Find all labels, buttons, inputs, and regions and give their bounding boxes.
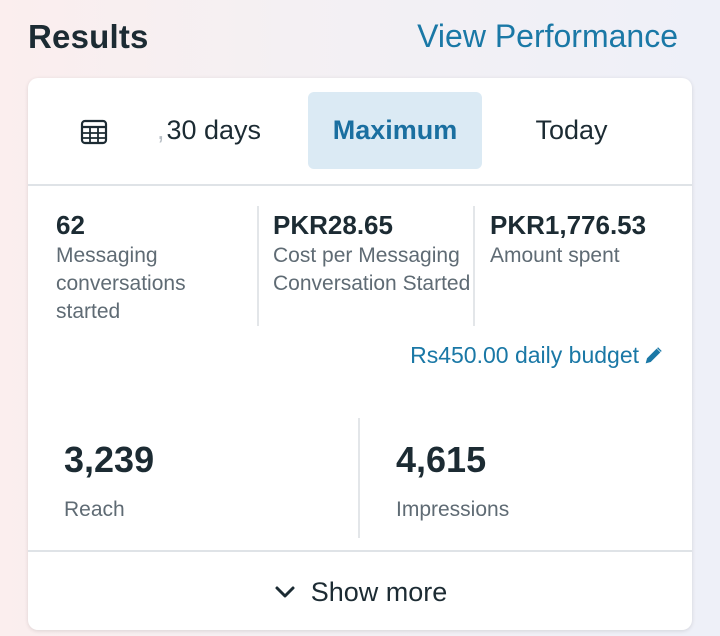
tab-separator: , bbox=[156, 115, 165, 145]
metric-cost-per-conversation: PKR28.65 Cost per Messaging Conversation… bbox=[273, 208, 473, 298]
divider bbox=[473, 206, 475, 326]
pencil-icon bbox=[645, 346, 662, 363]
metric-label: Reach bbox=[64, 498, 125, 521]
date-range-tabs: , 30 days Maximum Today bbox=[28, 78, 692, 186]
divider bbox=[257, 206, 259, 326]
metric-value: PKR1,776.53 bbox=[490, 210, 647, 240]
daily-budget-link[interactable]: Rs450.00 daily budget bbox=[410, 342, 664, 369]
metric-value: 3,239 bbox=[64, 439, 155, 480]
daily-budget-label: Rs450.00 daily budget bbox=[410, 342, 639, 368]
calendar-icon[interactable] bbox=[80, 118, 108, 146]
metric-label: Amount spent bbox=[490, 244, 620, 267]
view-performance-link[interactable]: View Performance bbox=[417, 18, 678, 54]
metric-messaging-conversations: 62 Messaging conversations started bbox=[56, 208, 246, 326]
divider bbox=[358, 418, 360, 538]
metric-label: Impressions bbox=[396, 498, 510, 521]
metric-value: PKR28.65 bbox=[273, 210, 393, 240]
metric-label: Cost per Messaging Conversation Started bbox=[273, 244, 471, 295]
show-more-button[interactable]: Show more bbox=[28, 550, 692, 630]
metric-value: 62 bbox=[56, 210, 85, 240]
tab-label: Maximum bbox=[332, 115, 458, 145]
results-card: , 30 days Maximum Today 62 Messaging con… bbox=[28, 78, 692, 630]
metric-value: 4,615 bbox=[396, 439, 487, 480]
tab-30-days[interactable]: , 30 days bbox=[144, 92, 274, 169]
metric-label: Messaging conversations started bbox=[56, 244, 186, 323]
metric-impressions: 4,615 Impressions bbox=[396, 438, 509, 522]
show-more-label: Show more bbox=[310, 576, 448, 607]
metric-reach: 3,239 Reach bbox=[64, 438, 154, 522]
chevron-down-icon bbox=[275, 586, 295, 598]
tab-label: 30 days bbox=[166, 115, 262, 145]
tab-maximum[interactable]: Maximum bbox=[308, 92, 482, 169]
metric-amount-spent: PKR1,776.53 Amount spent bbox=[490, 208, 680, 270]
tab-today[interactable]: Today bbox=[504, 92, 639, 169]
tab-label: Today bbox=[535, 115, 608, 145]
page-title: Results bbox=[28, 18, 149, 55]
